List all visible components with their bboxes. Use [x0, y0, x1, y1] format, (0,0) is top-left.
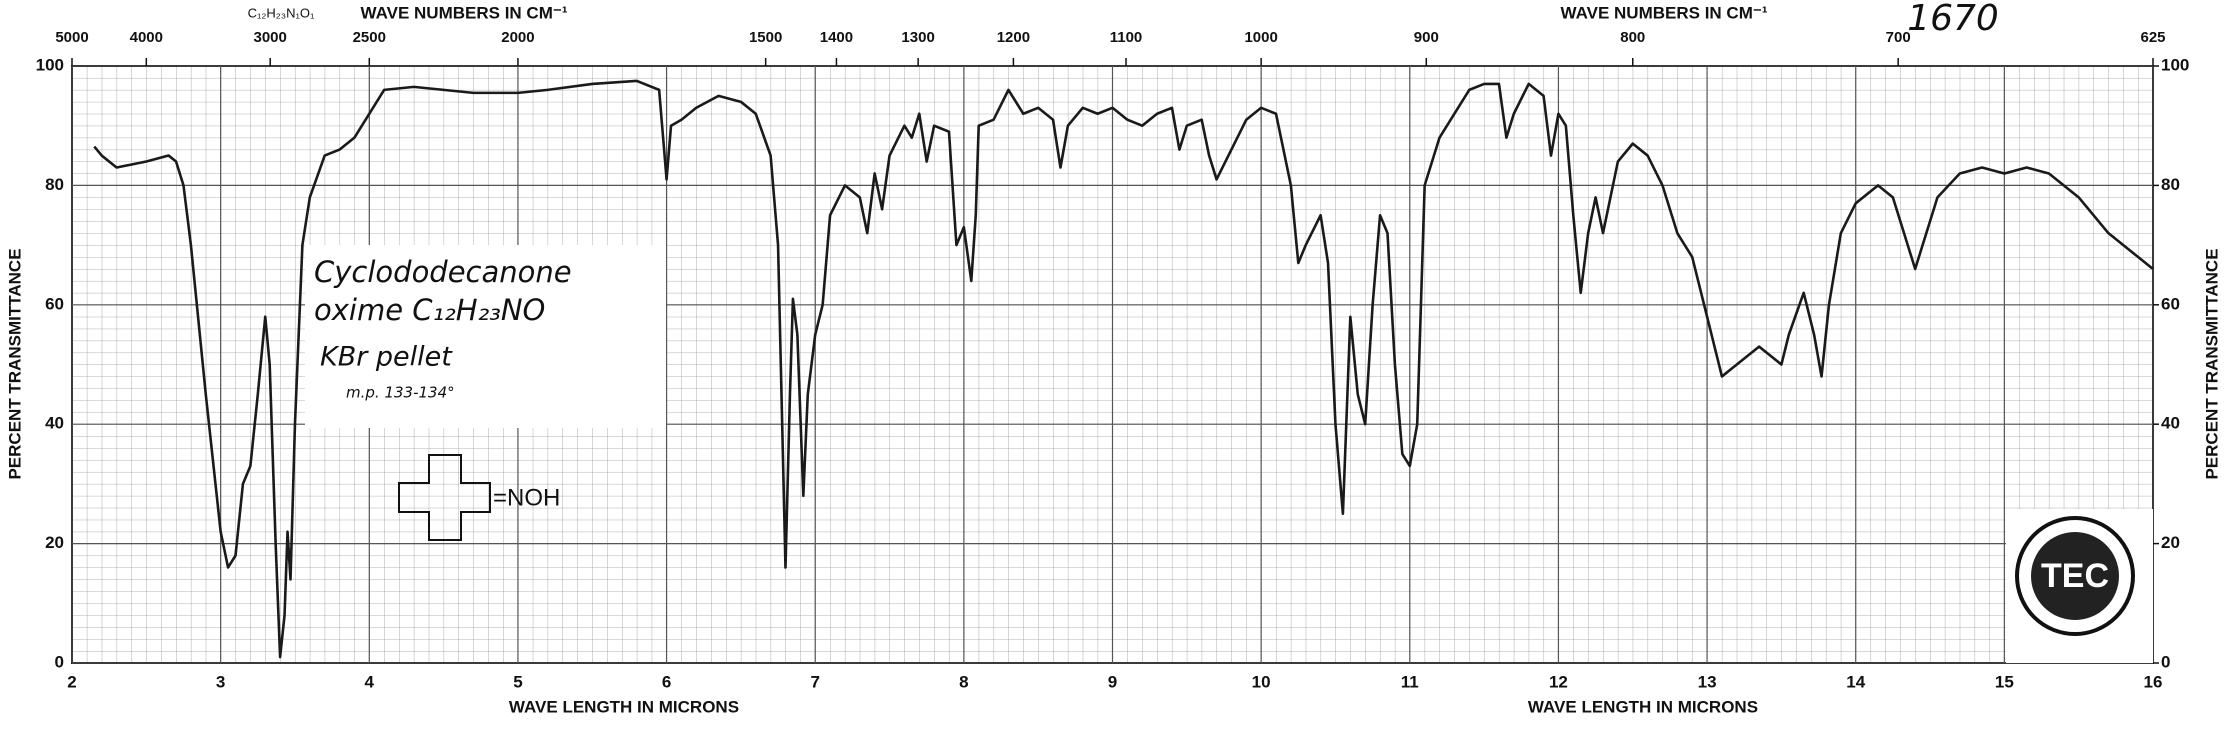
- x-axis-label: WAVE LENGTH IN MICRONS: [1528, 697, 1758, 716]
- x2-tick-label: 3000: [254, 29, 287, 46]
- annotation: oxime C₁₂H₂₃NO: [314, 293, 545, 327]
- x-tick-label: 10: [1252, 672, 1271, 691]
- y2-tick-label: 80: [2161, 175, 2180, 194]
- formula-label: C₁₂H₂₃N₁O₁: [248, 5, 315, 20]
- x2-tick-label: 1300: [901, 29, 934, 46]
- spectrum-number: 1670: [1907, 0, 1999, 39]
- y2-tick-label: 0: [2161, 652, 2170, 671]
- y2-tick-label: 20: [2161, 533, 2180, 552]
- x2-axis-label: WAVE NUMBERS IN CM⁻¹: [1561, 3, 1768, 22]
- y-tick-label: 60: [45, 294, 64, 313]
- x-tick-label: 14: [1846, 672, 1865, 691]
- x2-axis-label: WAVE NUMBERS IN CM⁻¹: [361, 3, 568, 22]
- x-tick-label: 15: [1995, 672, 2014, 691]
- x-tick-label: 12: [1549, 672, 1568, 691]
- y2-tick-label: 60: [2161, 294, 2180, 313]
- x-tick-label: 11: [1401, 672, 1419, 691]
- y-axis-label: PERCENT TRANSMITTANCE: [5, 248, 24, 479]
- grid: [71, 65, 2154, 664]
- x-tick-label: 9: [1108, 672, 1117, 691]
- y-tick-label: 100: [36, 55, 64, 74]
- logo-text: TEC: [2041, 557, 2109, 595]
- x-tick-label: 4: [365, 672, 375, 691]
- logo-disc: [2031, 532, 2119, 620]
- ring-structure: [398, 454, 491, 541]
- y-tick-label: 0: [55, 652, 64, 671]
- spectrum-line: [93, 79, 2154, 659]
- y-tick-label: 40: [45, 414, 64, 433]
- y-tick-label: 20: [45, 533, 64, 552]
- x2-tick-label: 1200: [997, 29, 1030, 46]
- x-tick-label: 13: [1698, 672, 1717, 691]
- x2-tick-label: 5000: [55, 29, 88, 46]
- y2-tick-label: 40: [2161, 414, 2180, 433]
- y2-axis-label: PERCENT TRANSMITTANCE: [2202, 248, 2221, 479]
- x-tick-label: 16: [2144, 672, 2163, 691]
- x2-tick-label: 4000: [130, 29, 163, 46]
- x2-tick-label: 700: [1886, 29, 1911, 46]
- x2-tick-label: 1100: [1110, 29, 1143, 46]
- annotation-box: [305, 245, 666, 428]
- annotation: KBr pellet: [320, 342, 453, 373]
- x2-tick-label: 800: [1620, 29, 1645, 46]
- x2-tick-label: 2000: [501, 29, 534, 46]
- x-tick-label: 7: [810, 672, 819, 691]
- x2-tick-label: 2500: [353, 29, 386, 46]
- x2-tick-label: 900: [1414, 29, 1439, 46]
- annotation: =NOH: [493, 484, 560, 511]
- x-tick-label: 6: [662, 672, 671, 691]
- annotation: m.p. 133-134°: [346, 384, 455, 402]
- x2-tick-label: 1500: [749, 29, 782, 46]
- annotation: Cyclododecanone: [314, 255, 572, 289]
- y-tick-label: 80: [45, 175, 64, 194]
- y2-tick-label: 100: [2161, 55, 2189, 74]
- x-tick-label: 5: [513, 672, 522, 691]
- x2-tick-label: 625: [2140, 29, 2165, 46]
- x-axis-label: WAVE LENGTH IN MICRONS: [509, 697, 739, 716]
- x2-tick-label: 1400: [820, 29, 853, 46]
- x2-tick-label: 1000: [1244, 29, 1277, 46]
- x-tick-label: 8: [959, 672, 968, 691]
- x-tick-label: 3: [216, 672, 225, 691]
- x-tick-label: 2: [67, 672, 76, 691]
